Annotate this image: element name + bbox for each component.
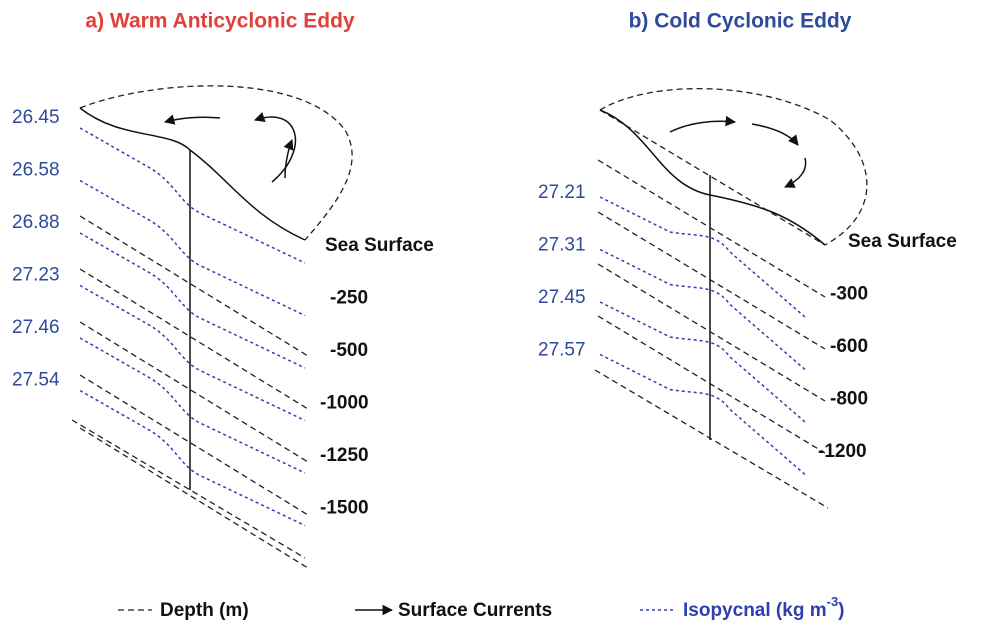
arrow [283, 139, 294, 179]
panel-title: a) Warm Anticyclonic Eddy [85, 10, 354, 33]
depth-label: Sea Surface [848, 231, 957, 252]
depth-line [79, 374, 309, 516]
isopycnal-label: 26.88 [12, 212, 60, 233]
isopycnal [79, 179, 306, 317]
arrow [254, 112, 297, 183]
depth-label: -500 [330, 340, 368, 361]
depth-line [79, 268, 309, 410]
depth-label: Sea Surface [325, 235, 434, 256]
isopycnal [79, 284, 306, 422]
isopycnal [599, 248, 806, 371]
depth-line [597, 263, 826, 402]
isopycnal-label: 27.57 [538, 340, 586, 361]
arrow [163, 114, 221, 125]
legend-label: Depth (m) [160, 600, 249, 621]
isopycnal [79, 127, 306, 264]
depth-line [71, 419, 306, 559]
depth-label: -600 [830, 336, 868, 357]
arrow [784, 157, 807, 188]
legend-label: Surface Currents [398, 600, 552, 621]
isopycnal [599, 196, 806, 318]
isopycnal-label: 27.23 [12, 265, 60, 286]
depth-line [79, 321, 309, 463]
eddy-outline [79, 85, 353, 241]
isopycnal-label: 27.45 [538, 287, 586, 308]
isopycnal [79, 337, 306, 474]
depth-line [79, 215, 309, 357]
sea-surface [79, 107, 306, 241]
arrow [751, 123, 799, 146]
eddy-outline [599, 88, 868, 246]
legend: Depth (m) Surface Currents Isopycnal (kg… [118, 594, 845, 621]
isopycnal [599, 353, 806, 476]
depth-line [79, 427, 309, 569]
depth-line [597, 315, 826, 454]
panel-a [79, 85, 353, 490]
panel-b [599, 88, 868, 440]
isopycnal-label: 26.58 [12, 160, 60, 181]
isopycnal-label: 27.46 [12, 317, 60, 338]
panel-title: b) Cold Cyclonic Eddy [629, 10, 852, 33]
arrow [669, 115, 737, 133]
depth-label: -1200 [818, 441, 867, 462]
depth-line [599, 109, 826, 246]
depth-label: -1500 [320, 498, 369, 519]
depth-label: -1000 [320, 393, 369, 414]
depth-line [597, 211, 826, 350]
depth-label: -1250 [320, 445, 369, 466]
isopycnal [79, 232, 306, 369]
legend-label: Isopycnal (kg m-3) [683, 594, 845, 621]
depth-line [594, 369, 829, 509]
isopycnal [79, 389, 306, 527]
depth-label: -800 [830, 389, 868, 410]
depth-line [597, 159, 826, 298]
isopycnal [599, 301, 806, 423]
depth-label: -250 [330, 288, 368, 309]
isopycnal-label: 27.54 [12, 370, 60, 391]
isopycnal-label: 27.21 [538, 182, 586, 203]
isopycnal-label: 26.45 [12, 107, 60, 128]
isopycnal-label: 27.31 [538, 235, 586, 256]
depth-label: -300 [830, 284, 868, 305]
